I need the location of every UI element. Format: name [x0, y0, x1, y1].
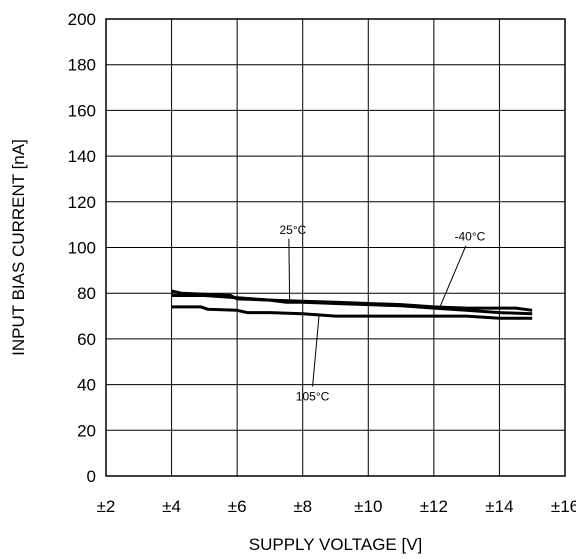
x-axis: ±2 ±4 ±6 ±8 ±10 ±12 ±14 ±16 — [97, 497, 576, 516]
x-tick-label: ±10 — [354, 497, 382, 516]
plot-frame — [105, 18, 566, 477]
annotations: 25°C -40°C 105°C — [279, 223, 485, 404]
y-tick-label: 100 — [68, 239, 96, 258]
x-tick-label: ±4 — [162, 497, 181, 516]
x-tick-label: ±16 — [551, 497, 576, 516]
grid — [106, 19, 565, 476]
y-tick-label: 80 — [77, 284, 96, 303]
y-axis-label: INPUT BIAS CURRENT [nA] — [9, 139, 28, 356]
y-axis: 0 20 40 60 80 100 120 140 160 180 200 — [68, 10, 96, 486]
series-line-25c — [171, 294, 533, 316]
x-tick-label: ±14 — [485, 497, 513, 516]
annotation-leader-line — [439, 245, 467, 306]
y-tick-label: 140 — [68, 147, 96, 166]
annotation-leader-line — [312, 314, 320, 387]
annotation-leader-line — [288, 238, 291, 301]
x-axis-label: SUPPLY VOLTAGE [V] — [249, 535, 423, 554]
annotation-label: 25°C — [279, 223, 306, 237]
y-tick-label: 200 — [68, 10, 96, 29]
x-tick-label: ±12 — [420, 497, 448, 516]
annotation-label: -40°C — [455, 230, 486, 244]
x-tick-label: ±6 — [228, 497, 247, 516]
y-tick-label: 160 — [68, 101, 96, 120]
y-tick-label: 120 — [68, 193, 96, 212]
x-tick-label: ±2 — [97, 497, 116, 516]
x-tick-label: ±8 — [293, 497, 312, 516]
y-tick-label: 40 — [77, 376, 96, 395]
y-tick-label: 0 — [87, 467, 96, 486]
y-tick-label: 180 — [68, 56, 96, 75]
y-tick-label: 20 — [77, 421, 96, 440]
annotation-label: 105°C — [296, 390, 330, 404]
y-tick-label: 60 — [77, 330, 96, 349]
